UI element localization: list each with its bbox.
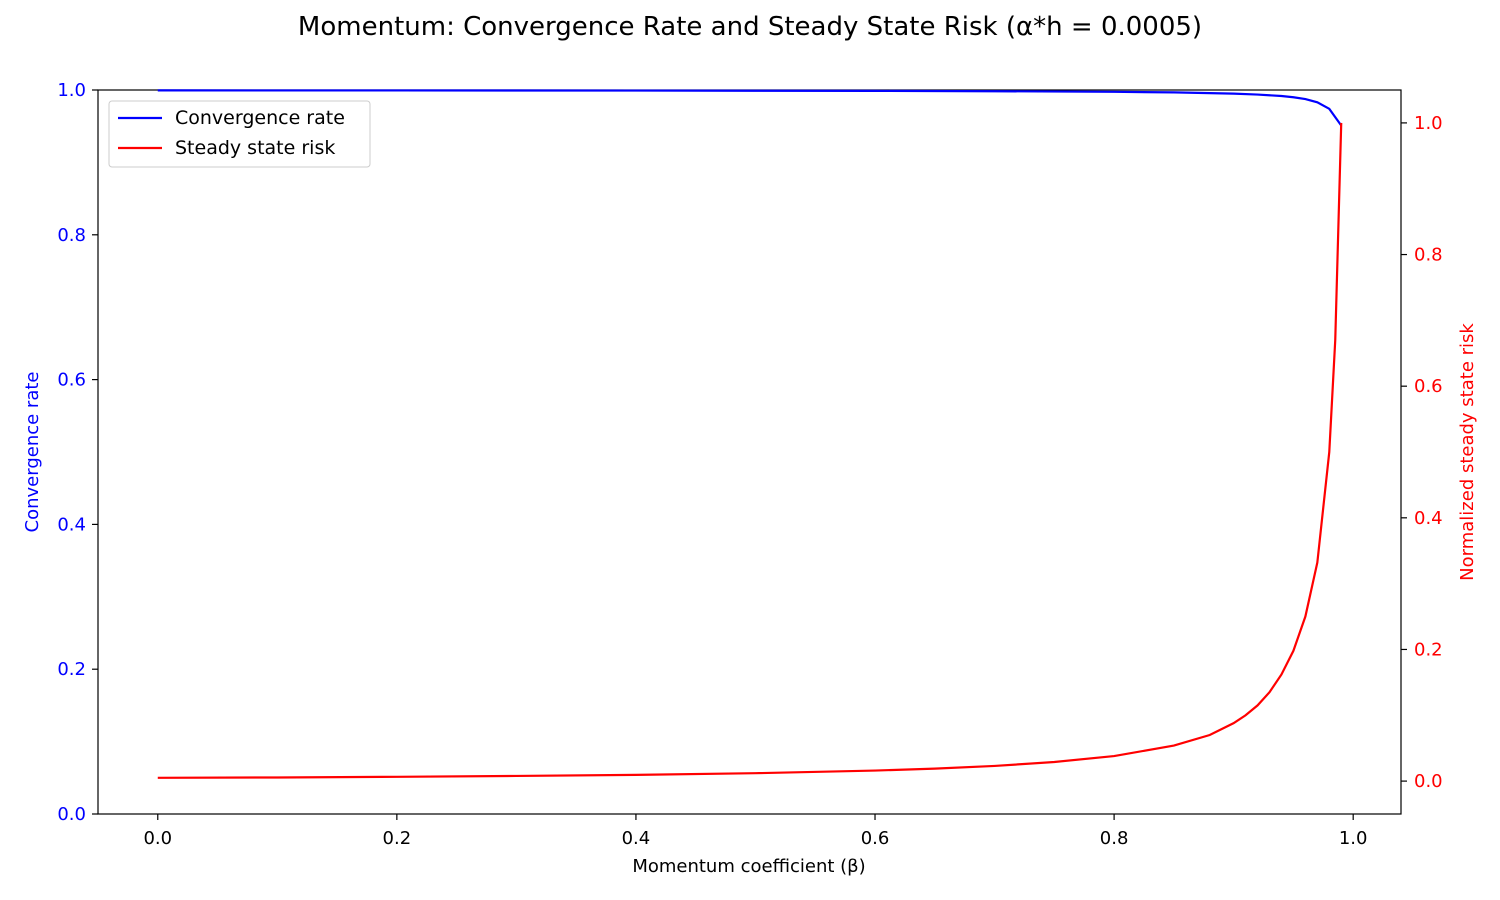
x-axis-label: Momentum coefficient (β) xyxy=(632,856,865,877)
legend-label-steady-state-risk: Steady state risk xyxy=(175,137,335,159)
right-tick-label: 1.0 xyxy=(1414,113,1443,134)
legend-label-convergence-rate: Convergence rate xyxy=(175,107,345,129)
left-axis-label: Convergence rate xyxy=(22,372,43,533)
right-tick-label: 0.8 xyxy=(1414,245,1443,266)
x-tick-label: 0.6 xyxy=(861,828,890,849)
left-tick-label: 1.0 xyxy=(57,80,86,101)
legend-box xyxy=(108,100,371,168)
convergence-rate-line xyxy=(157,89,1343,127)
left-tick-label: 0.4 xyxy=(57,514,86,535)
legend: Convergence rate Steady state risk xyxy=(108,100,371,168)
right-axis-ticks: 0.0 0.2 0.4 0.6 0.8 1.0 xyxy=(1401,113,1443,792)
left-tick-label: 0.0 xyxy=(57,804,86,825)
right-tick-label: 0.2 xyxy=(1414,639,1443,660)
x-tick-label: 1.0 xyxy=(1339,828,1368,849)
x-tick-label: 0.2 xyxy=(383,828,412,849)
x-tick-label: 0.8 xyxy=(1100,828,1129,849)
right-tick-label: 0.6 xyxy=(1414,376,1443,397)
right-tick-label: 0.4 xyxy=(1414,508,1443,529)
x-tick-label: 0.0 xyxy=(143,828,172,849)
right-tick-label: 0.0 xyxy=(1414,771,1443,792)
left-axis-ticks: 0.0 0.2 0.4 0.6 0.8 1.0 xyxy=(57,80,98,825)
right-axis-label: Normalized steady state risk xyxy=(1457,323,1478,581)
chart-title: Momentum: Convergence Rate and Steady St… xyxy=(297,12,1203,42)
steady-state-risk-line xyxy=(157,122,1343,779)
left-tick-label: 0.8 xyxy=(57,225,86,246)
plot-frame xyxy=(97,89,1402,815)
left-tick-label: 0.2 xyxy=(57,659,86,680)
x-axis-ticks: 0.0 0.2 0.4 0.6 0.8 1.0 xyxy=(143,814,1368,849)
left-tick-label: 0.6 xyxy=(57,370,86,391)
x-tick-label: 0.4 xyxy=(622,828,651,849)
